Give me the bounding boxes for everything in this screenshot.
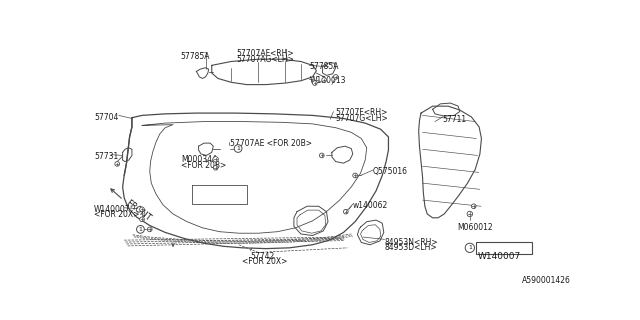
Text: 57785A: 57785A (309, 62, 339, 71)
Text: 1: 1 (468, 245, 472, 250)
Text: A590001426: A590001426 (522, 276, 571, 284)
Text: 57731: 57731 (94, 152, 118, 161)
Circle shape (465, 243, 474, 252)
Bar (476, 242, 532, 254)
Circle shape (140, 207, 145, 212)
Text: W130013: W130013 (309, 76, 346, 85)
Circle shape (319, 153, 324, 158)
Text: 84953N<RH>: 84953N<RH> (385, 238, 438, 247)
Circle shape (472, 204, 476, 209)
Circle shape (234, 145, 242, 152)
Text: 57704: 57704 (94, 113, 118, 122)
Text: 57711: 57711 (443, 115, 467, 124)
Text: <FOR 20X>: <FOR 20X> (94, 210, 140, 219)
Text: 1: 1 (236, 146, 240, 151)
Text: Q575016: Q575016 (373, 167, 408, 176)
Circle shape (353, 173, 358, 178)
Circle shape (333, 75, 338, 79)
Circle shape (213, 165, 218, 170)
Text: 84953D<LH>: 84953D<LH> (385, 243, 437, 252)
Text: 57707G<LH>: 57707G<LH> (336, 114, 388, 123)
Text: W140007: W140007 (94, 205, 131, 214)
Text: 57707AG<LH>: 57707AG<LH> (237, 55, 294, 64)
Text: FRONT: FRONT (124, 198, 152, 223)
Circle shape (136, 226, 145, 233)
Text: <FOR 20X>: <FOR 20X> (242, 257, 287, 266)
Circle shape (213, 156, 218, 162)
Text: 57785A: 57785A (180, 52, 211, 61)
Circle shape (312, 81, 317, 85)
Circle shape (115, 162, 120, 166)
Text: M000344: M000344 (180, 156, 216, 164)
Text: w140062: w140062 (353, 201, 388, 210)
Text: 57742: 57742 (250, 252, 275, 261)
Circle shape (140, 217, 145, 222)
Text: <FOR 20B>: <FOR 20B> (180, 161, 226, 170)
Text: M060012: M060012 (458, 223, 493, 232)
Text: 1: 1 (138, 227, 142, 232)
Circle shape (147, 227, 152, 232)
Text: W140007: W140007 (477, 252, 521, 261)
Circle shape (344, 209, 348, 214)
Circle shape (467, 211, 472, 217)
Text: 57707AE <FOR 20B>: 57707AE <FOR 20B> (230, 139, 312, 148)
Circle shape (322, 78, 326, 82)
Text: 57707AF<RH>: 57707AF<RH> (237, 49, 294, 58)
Text: 57707F<RH>: 57707F<RH> (336, 108, 388, 117)
